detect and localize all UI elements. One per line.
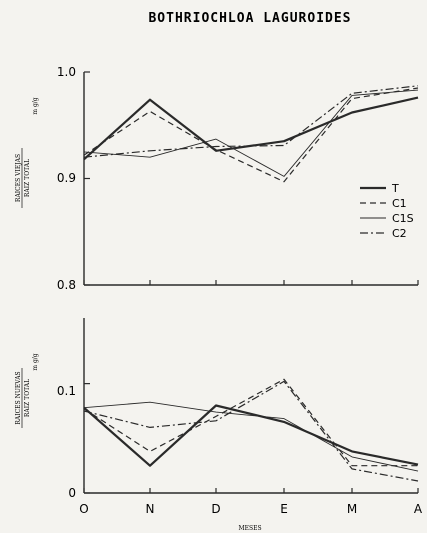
legend-label-c2: C2 [392,227,407,240]
bottom-panel: 0.1 0 RAICES NUEVAS RAIZ TOTAL m g/g [15,318,418,500]
top-ytick-label-1: 1.0 [57,65,76,79]
bottom-ylabel-unit: m g/g [32,353,39,370]
top-ylabel-numerator: RAICES VIEJAS [15,154,22,202]
chart-title: BOTHRIOCHLOA LAGUROIDES [148,11,351,26]
top-ylabel: RAICES VIEJAS RAIZ TOTAL [15,148,31,208]
bottom-series-c2 [83,380,419,482]
x-category-label-4: E [280,502,288,516]
x-axis-title: MESES [238,525,261,532]
bottom-ylabel-denominator: RAIZ TOTAL [24,379,31,417]
bottom-ytick-label-1: 0.1 [57,384,76,398]
x-category-label-2: N [146,502,155,516]
top-panel: 1.0 0.9 0.8 RAICES VIEJAS RAIZ TOTAL m g… [15,65,418,292]
chart-marks: O N D E M A T C1 C1S C2 [79,71,423,516]
top-ytick-label-3: 0.8 [57,278,76,292]
x-category-label-3: D [211,502,220,516]
top-series-c2 [83,85,419,158]
top-ylabel-denominator: RAIZ TOTAL [24,159,31,197]
bottom-ylabel: RAICES NUEVAS RAIZ TOTAL [15,368,31,428]
bottom-ylabel-numerator: RAICES NUEVAS [15,371,22,424]
top-ylabel-unit: m g/g [32,97,39,114]
bottom-ytick-label-2: 0 [68,486,76,500]
x-category-label-5: M [347,502,357,516]
top-series-c1s [83,89,419,177]
x-category-label-6: A [414,502,423,516]
top-series-c1 [83,87,419,183]
bottom-series-c1 [83,378,418,467]
bottom-series-t [83,404,419,467]
bottom-series-c1s [83,401,419,472]
legend-label-t: T [391,182,399,195]
top-ytick-label-2: 0.9 [57,171,76,185]
legend-label-c1: C1 [392,197,407,210]
legend-label-c1s: C1S [392,212,414,225]
top-series-t [83,96,419,161]
x-category-label-1: O [79,502,88,516]
